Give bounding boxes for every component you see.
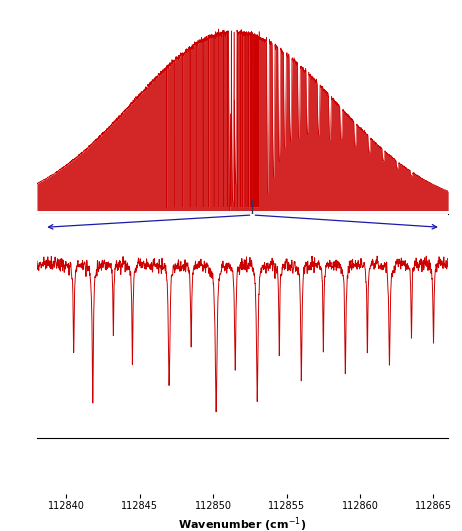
X-axis label: Wavenumber (cm$^{-1}$): Wavenumber (cm$^{-1}$) (178, 515, 307, 531)
